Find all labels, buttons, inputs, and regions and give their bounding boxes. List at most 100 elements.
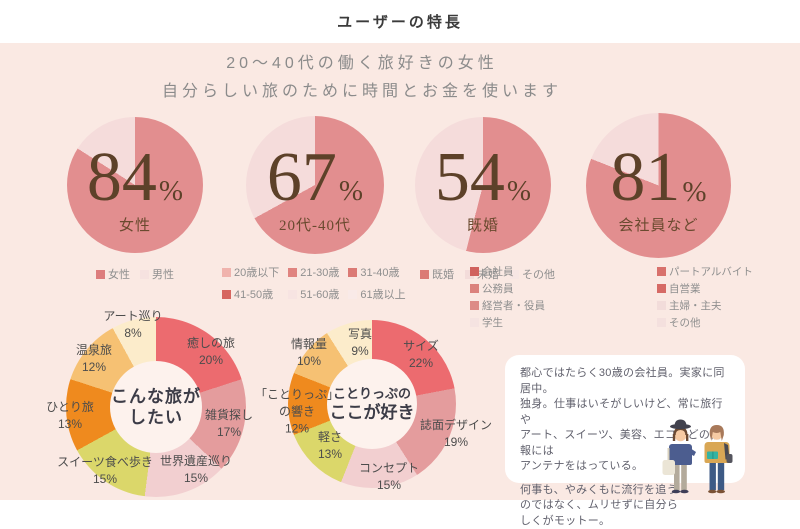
stat-gender: 84 % [87,150,183,206]
stat-marriage: 54 % [435,150,531,206]
legend-item: 会社員 [470,264,657,279]
donut-wish-center-line1: こんな旅が [111,386,201,407]
legend-item: 31-40歳 [348,264,405,280]
legend-label: 21-30歳 [300,264,339,280]
legend-swatch [657,267,666,276]
stat-occupation: 81 % [610,150,706,206]
stat-occupation-label: 会社員など [618,214,698,235]
legend-item: 51-60歳 [288,286,339,302]
two-travelers-illustration [650,408,750,498]
traveler-with-hat [663,420,697,494]
legend-item: 21-30歳 [288,264,339,280]
legend-item: パートアルバイト [657,264,753,279]
stat-age-value: 67 [267,150,337,206]
legend-label: 女性 [108,266,130,282]
legend-item: 既婚 [420,266,454,282]
legend-swatch [96,270,105,279]
donut-like-center-line2: ここが好き [330,402,415,423]
legend-swatch [657,318,666,327]
pie-occupation-overlay: 81 % 会社員など [586,113,731,258]
legend-label: 経営者・役員 [482,298,545,313]
page-title: ユーザーの特長 [337,11,463,32]
legend-swatch [288,268,297,277]
legend-swatch [657,284,666,293]
stat-age: 67 % [267,150,363,206]
donut-like-center-line1: ことりっぷの [333,385,411,402]
legend-age: 20歳以下 21-30歳 31-40歳 41-50歳 51-60歳 61歳以上 [222,264,406,302]
legend-label: 公務員 [482,281,514,296]
legend-label: 男性 [152,266,174,282]
legend-label: 学生 [482,315,503,330]
legend-item: 女性 [96,266,130,282]
donut-wish-center-line2: したい [129,407,183,428]
traveler-with-book [705,425,733,493]
stat-gender-value: 84 [87,150,157,206]
legend-item: 学生 [470,315,657,330]
legend-label: 主婦・主夫 [669,298,722,313]
legend-swatch [657,301,666,310]
legend-occupation: 会社員 パートアルバイト 公務員 自営業 経営者・役員 主婦・主夫 学生 その他 [470,264,753,330]
stat-gender-label: 女性 [119,214,151,235]
legend-label: 51-60歳 [300,286,339,302]
pie-marriage-overlay: 54 % 既婚 [415,117,551,253]
legend-item: 男性 [140,266,174,282]
legend-swatch [222,268,231,277]
legend-item: 20歳以下 [222,264,279,280]
pie-chart-marriage: 54 % 既婚 [415,117,551,253]
legend-swatch [348,268,357,277]
legend-label: 既婚 [432,266,454,282]
legend-swatch [222,290,231,299]
pie-chart-occupation: 81 % 会社員など [586,113,731,258]
legend-label: 31-40歳 [360,264,399,280]
legend-label: その他 [669,315,701,330]
legend-swatch [470,301,479,310]
stat-marriage-label: 既婚 [467,214,499,235]
stat-marriage-value: 54 [435,150,505,206]
legend-gender: 女性 男性 [67,266,203,282]
stat-age-label: 20代-40代 [279,214,351,235]
stat-marriage-unit: % [507,180,531,203]
intro-line-2: 自分らしい旅のために時間とお金を使います [0,78,724,106]
pie-chart-gender: 84 % 女性 [67,117,203,253]
pie-chart-age: 67 % 20代-40代 [246,116,384,254]
legend-swatch [470,318,479,327]
legend-swatch [470,284,479,293]
intro-text: 20〜40代の働く旅好きの女性 自分らしい旅のために時間とお金を使います [0,50,724,106]
pie-age-overlay: 67 % 20代-40代 [246,116,384,254]
legend-label: 会社員 [482,264,514,279]
legend-label: 41-50歳 [234,286,273,302]
pie-gender-overlay: 84 % 女性 [67,117,203,253]
legend-swatch [288,290,297,299]
legend-label: 20歳以下 [234,264,279,280]
legend-swatch [348,290,357,299]
intro-line-1: 20〜40代の働く旅好きの女性 [0,50,724,78]
stat-occupation-unit: % [682,181,706,204]
legend-item: 経営者・役員 [470,298,657,313]
infographic-page: ユーザーの特長 20〜40代の働く旅好きの女性 自分らしい旅のために時間とお金を… [0,0,800,500]
legend-label: 61歳以上 [360,286,405,302]
legend-swatch [470,267,479,276]
legend-swatch [140,270,149,279]
stat-age-unit: % [339,180,363,203]
legend-item: 公務員 [470,281,657,296]
legend-swatch [420,270,429,279]
donut-wish-center: こんな旅が したい [110,361,202,453]
page-header: ユーザーの特長 [0,0,800,43]
legend-item: 61歳以上 [348,286,405,302]
legend-label: パートアルバイト [669,264,753,279]
legend-item: 主婦・主夫 [657,298,753,313]
legend-item: その他 [657,315,753,330]
legend-item: 41-50歳 [222,286,279,302]
legend-label: 自営業 [669,281,701,296]
